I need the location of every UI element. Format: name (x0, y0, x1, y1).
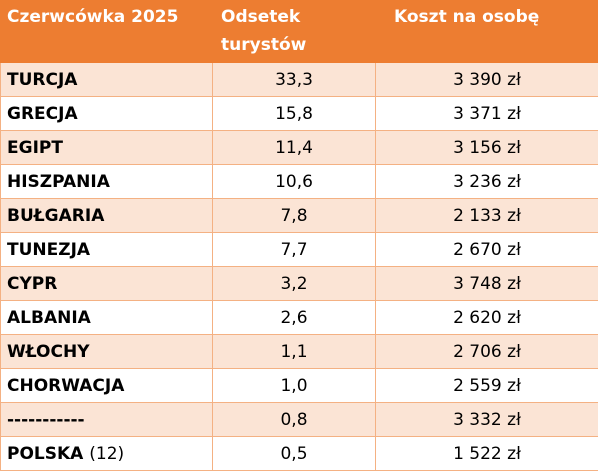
country-name: TUNEZJA (7, 240, 90, 260)
header-cell: Koszt na osobę (376, 1, 598, 63)
cost-cell: 3 236 zł (376, 165, 598, 199)
cost-cell: 3 390 zł (376, 63, 598, 97)
country-cell: BUŁGARIA (1, 199, 213, 233)
share-cell: 1,1 (213, 335, 376, 369)
table-header: Czerwcówka 2025 Odsetek turystów Koszt n… (1, 1, 598, 63)
country-cell: ALBANIA (1, 301, 213, 335)
country-name: HISZPANIA (7, 172, 110, 192)
country-cell: WŁOCHY (1, 335, 213, 369)
country-cell: TUNEZJA (1, 233, 213, 267)
country-name: TURCJA (7, 70, 77, 90)
country-name: BUŁGARIA (7, 206, 104, 226)
cost-cell: 2 706 zł (376, 335, 598, 369)
cost-cell: 2 133 zł (376, 199, 598, 233)
country-cell: CYPR (1, 267, 213, 301)
country-cell: GRECJA (1, 97, 213, 131)
cost-cell: 2 559 zł (376, 369, 598, 403)
cost-cell: 3 748 zł (376, 267, 598, 301)
cost-cell: 3 156 zł (376, 131, 598, 165)
share-cell: 0,5 (213, 437, 376, 471)
country-name: CHORWACJA (7, 376, 124, 396)
share-cell: 2,6 (213, 301, 376, 335)
share-cell: 3,2 (213, 267, 376, 301)
country-cell: EGIPT (1, 131, 213, 165)
share-cell: 7,8 (213, 199, 376, 233)
country-cell: TURCJA (1, 63, 213, 97)
country-name: GRECJA (7, 104, 78, 124)
country-cell: ----------- (1, 403, 213, 437)
country-note: (12) (89, 444, 124, 464)
cost-cell: 3 371 zł (376, 97, 598, 131)
country-cell: CHORWACJA (1, 369, 213, 403)
country-name: POLSKA (7, 444, 83, 464)
country-name: CYPR (7, 274, 57, 294)
country-name: ALBANIA (7, 308, 91, 328)
share-cell: 33,3 (213, 63, 376, 97)
cost-cell: 2 670 zł (376, 233, 598, 267)
country-name: WŁOCHY (7, 342, 90, 362)
country-name: EGIPT (7, 138, 63, 158)
share-cell: 7,7 (213, 233, 376, 267)
country-cell: HISZPANIA (1, 165, 213, 199)
share-cell: 15,8 (213, 97, 376, 131)
cost-cell: 2 620 zł (376, 301, 598, 335)
header-cell: Odsetek turystów (213, 1, 376, 63)
cost-cell: 1 522 zł (376, 437, 598, 471)
header-row: Czerwcówka 2025 Odsetek turystów Koszt n… (1, 1, 598, 63)
cost-cell: 3 332 zł (376, 403, 598, 437)
share-cell: 10,6 (213, 165, 376, 199)
country-cell: POLSKA (12) (1, 437, 213, 471)
share-cell: 11,4 (213, 131, 376, 165)
country-name: ----------- (7, 410, 85, 430)
header-cell: Czerwcówka 2025 (1, 1, 213, 63)
share-cell: 0,8 (213, 403, 376, 437)
share-cell: 1,0 (213, 369, 376, 403)
